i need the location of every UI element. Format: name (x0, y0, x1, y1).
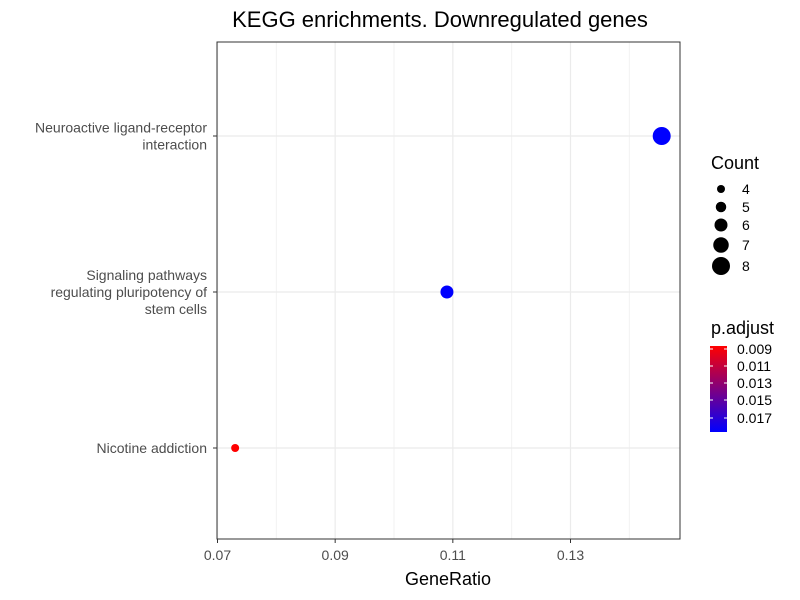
y-tick-label-line: stem cells (145, 301, 207, 317)
size-legend-label: 4 (742, 181, 750, 197)
y-tick-label: Neuroactive ligand-receptor interaction (35, 120, 207, 153)
size-legend-label: 5 (742, 199, 750, 215)
size-legend: Count 4 5 6 7 8 (711, 153, 759, 275)
size-legend-label: 6 (742, 217, 750, 233)
plot-border (216, 41, 681, 540)
y-tick-label-line: interaction (142, 137, 207, 153)
y-tick-label: Nicotine addiction (96, 440, 207, 456)
x-axis-title: GeneRatio (405, 569, 491, 589)
color-legend-title: p.adjust (711, 318, 774, 338)
data-points (231, 127, 671, 452)
x-tick-label: 0.13 (557, 547, 584, 563)
plot-area (216, 41, 681, 540)
color-legend-label: 0.009 (737, 341, 772, 357)
size-legend-key (713, 237, 729, 253)
data-point (652, 127, 671, 145)
size-legend-label: 7 (742, 237, 750, 253)
x-tick-label: 0.11 (440, 547, 466, 563)
color-bar (710, 346, 727, 432)
size-legend-key (712, 257, 730, 275)
size-legend-key (715, 201, 727, 213)
color-legend-label: 0.017 (737, 410, 772, 426)
color-legend-label: 0.011 (737, 358, 771, 374)
x-tick-label: 0.07 (204, 547, 231, 563)
y-axis: Neuroactive ligand-receptor interaction Si… (35, 120, 217, 456)
data-point (231, 444, 240, 452)
color-legend-label: 0.013 (737, 375, 772, 391)
y-tick-label: Signaling pathways regulating pluripotenc… (51, 267, 208, 317)
y-tick-label-line: Nicotine addiction (96, 440, 207, 456)
x-tick-label: 0.09 (322, 547, 349, 563)
grid-minor (275, 42, 630, 539)
y-tick-label-line: Neuroactive ligand-receptor (35, 120, 207, 136)
size-legend-key (717, 185, 725, 193)
y-tick-label-line: regulating pluripotency of (51, 284, 208, 300)
data-point (440, 285, 454, 299)
y-tick-label-line: Signaling pathways (86, 267, 207, 283)
size-legend-title: Count (711, 153, 759, 173)
chart-title: KEGG enrichments. Downregulated genes (232, 7, 648, 32)
size-legend-label: 8 (742, 258, 750, 274)
x-axis: 0.07 0.09 0.11 0.13 (204, 539, 584, 563)
color-legend-label: 0.015 (737, 392, 772, 408)
size-legend-key (714, 218, 728, 232)
